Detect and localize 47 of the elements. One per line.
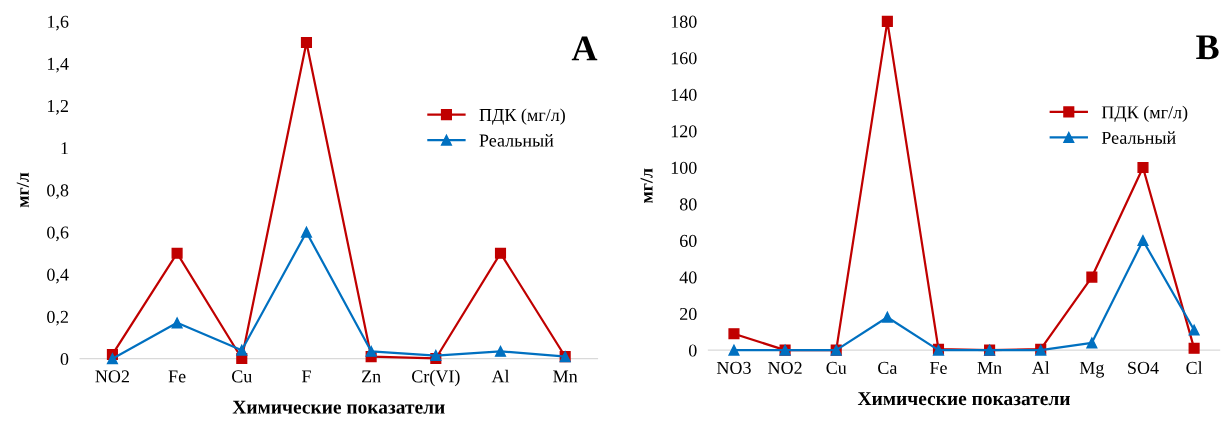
- x-tick-label: NO2: [95, 370, 129, 383]
- legend-label: Реальный: [479, 134, 554, 147]
- y-tick-label: 1,2: [47, 99, 68, 115]
- y-tick-label: 0,4: [47, 268, 69, 284]
- y-axis-title: мг/л: [640, 168, 653, 204]
- y-tick-label: 0,2: [47, 310, 68, 326]
- x-tick-label: NO2: [768, 361, 802, 374]
- y-tick-label: 60: [680, 234, 697, 247]
- x-axis-title: Химические показатели: [232, 400, 445, 414]
- chart-title: A: [571, 36, 598, 61]
- x-axis-title: Химические показатели: [857, 392, 1070, 406]
- y-tick-label: 20: [680, 307, 697, 321]
- x-tick-label: Mn: [553, 370, 578, 383]
- y-tick-label: 40: [679, 271, 697, 284]
- x-tick-label: Mg: [1079, 361, 1105, 378]
- x-tick-label: Cl: [1186, 361, 1203, 374]
- y-tick-label: 1: [61, 142, 68, 155]
- x-tick-label: SO4: [1128, 361, 1159, 374]
- y-tick-label: 160: [671, 52, 697, 65]
- x-tick-label: Ca: [878, 361, 898, 374]
- y-tick-label: 1,6: [47, 15, 69, 31]
- chart-title: B: [1196, 35, 1219, 60]
- y-tick-label: 0: [688, 344, 697, 357]
- y-tick-label: 140: [671, 88, 697, 101]
- y-tick-label: 180: [671, 15, 697, 28]
- x-tick-label: F: [301, 370, 311, 383]
- x-tick-label: Fe: [168, 370, 186, 383]
- x-tick-label: Zn: [361, 370, 381, 383]
- x-tick-label: Mn: [977, 361, 1002, 374]
- y-tick-label: 120: [671, 125, 697, 138]
- x-tick-label: Cr(VI): [412, 369, 460, 387]
- y-tick-label: 1,4: [47, 57, 69, 73]
- x-tick-label: Cu: [231, 370, 253, 383]
- y-tick-label: 0,6: [47, 226, 69, 242]
- x-tick-label: Al: [1031, 361, 1050, 374]
- y-axis-title: мг/л: [16, 172, 29, 208]
- legend-label: ПДК (мг/л): [479, 108, 565, 125]
- y-tick-label: 80: [679, 198, 697, 211]
- y-tick-label: 0: [60, 352, 69, 366]
- x-tick-label: Al: [491, 369, 510, 383]
- x-tick-label: Fe: [929, 361, 947, 374]
- legend-label: Реальный: [1101, 131, 1176, 144]
- x-tick-label: NO3: [716, 361, 751, 374]
- x-tick-label: Cu: [826, 361, 847, 374]
- legend-label: ПДК (мг/л): [1101, 105, 1188, 123]
- y-tick-label: 0,8: [47, 184, 69, 200]
- y-tick-label: 100: [671, 161, 697, 174]
